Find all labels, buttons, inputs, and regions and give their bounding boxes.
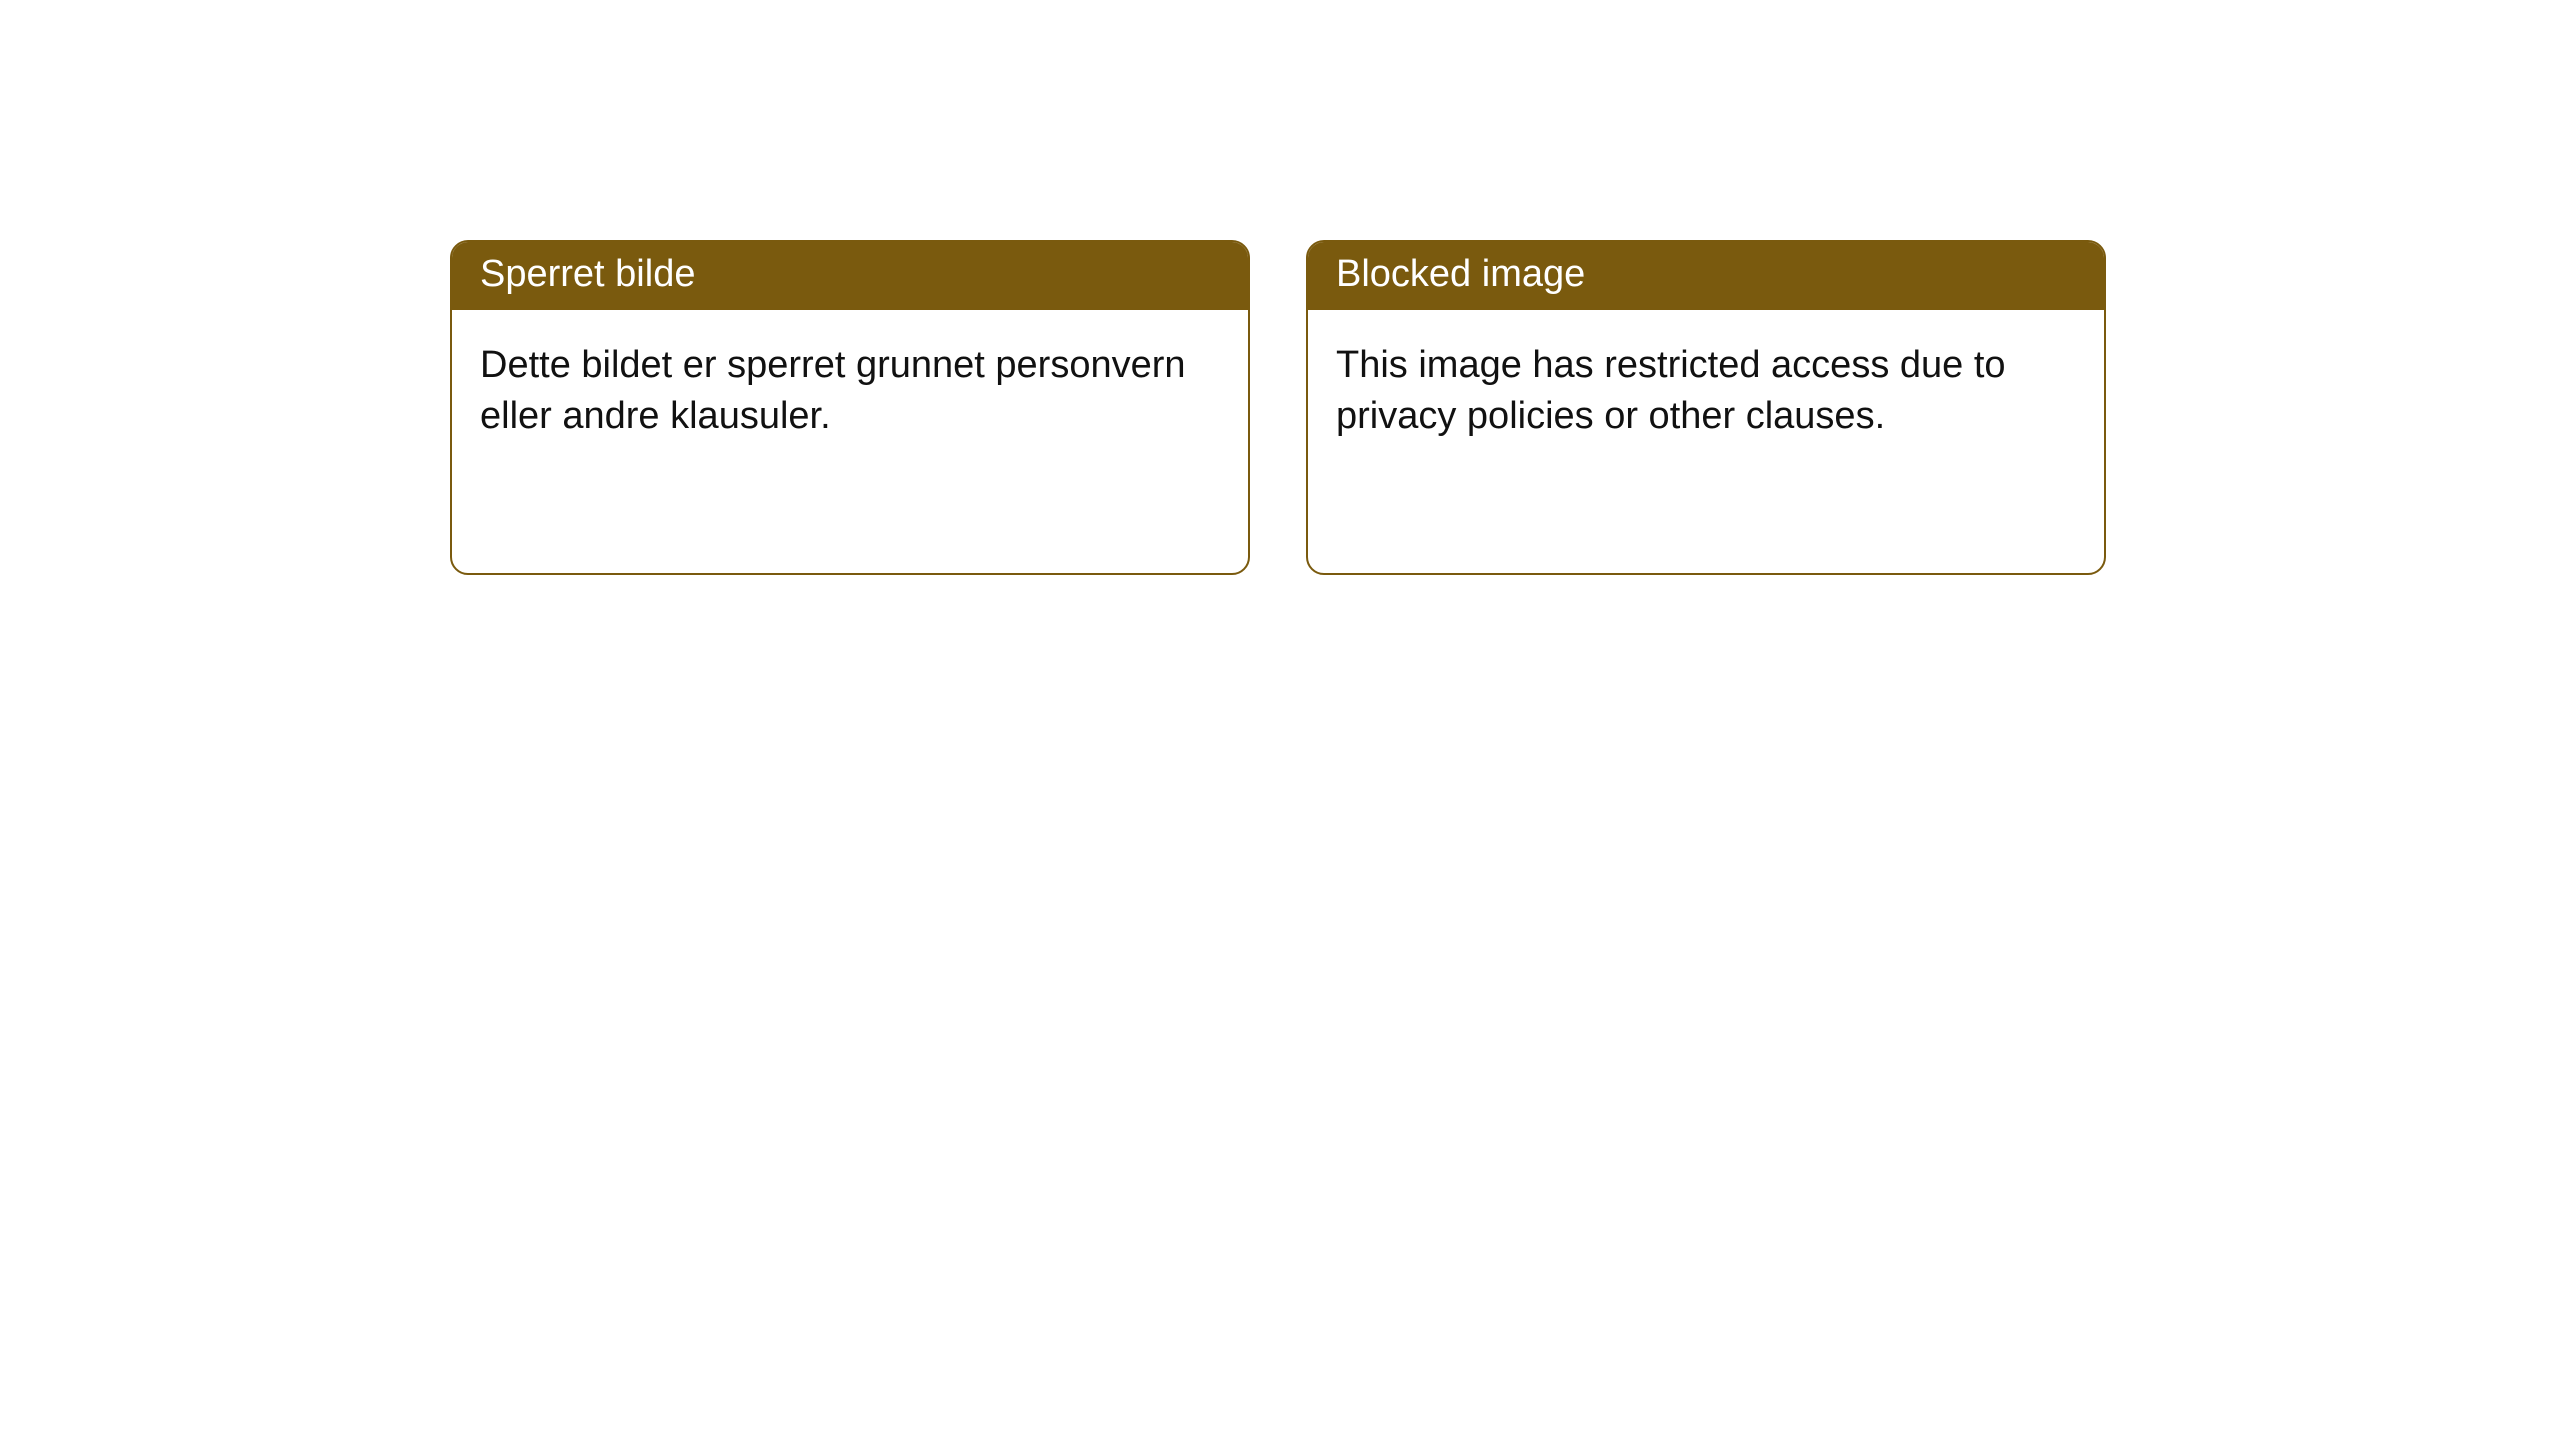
notice-card-title: Blocked image xyxy=(1308,242,2104,310)
notice-card-container: Sperret bilde Dette bildet er sperret gr… xyxy=(450,240,2106,575)
notice-card-norwegian: Sperret bilde Dette bildet er sperret gr… xyxy=(450,240,1250,575)
notice-card-english: Blocked image This image has restricted … xyxy=(1306,240,2106,575)
notice-card-body: Dette bildet er sperret grunnet personve… xyxy=(452,310,1248,473)
notice-card-title: Sperret bilde xyxy=(452,242,1248,310)
notice-card-body: This image has restricted access due to … xyxy=(1308,310,2104,473)
